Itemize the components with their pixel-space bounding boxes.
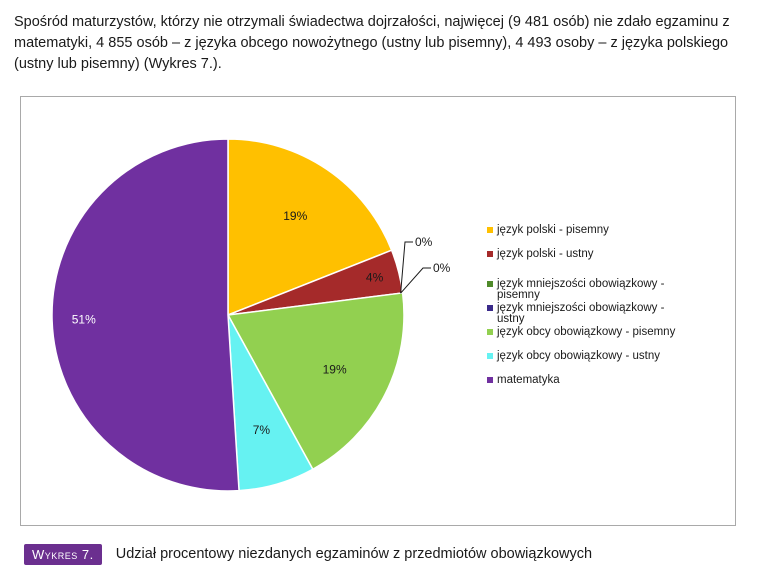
slice-label-jezyk-obcy-obowiazkowy-ustny: 7% [253,423,271,437]
legend-swatch-jezyk-obcy-obowiazkowy-ustny [487,353,493,359]
legend-swatch-jezyk-mniejszosci-obowiazkowy-pisemny [487,281,493,287]
pie-slice-matematyka [51,138,240,492]
leader-line-jezyk-mniejszosci-obowiazkowy-pisemny [400,241,413,294]
legend-swatch-jezyk-mniejszosci-obowiazkowy-ustny [487,305,493,311]
legend-label-jezyk-mniejszosci-obowiazkowy-pisemny: język mniejszości obowiązkowy -pisemny [496,278,665,301]
figure-badge: Wykres 7. [24,543,102,565]
slice-label-jezyk-polski-ustny: 4% [366,270,384,284]
slice-label-jezyk-mniejszosci-obowiazkowy-pisemny: 0% [415,235,433,249]
legend-label-matematyka: matematyka [497,374,560,386]
slice-label-jezyk-mniejszosci-obowiazkowy-ustny: 0% [433,261,451,275]
pie-slices [51,138,405,492]
legend-swatch-jezyk-polski-pisemny [487,227,493,233]
figure-caption: Wykres 7. Udział procentowy niezdanych e… [24,541,592,567]
pie-chart-frame: 19% 4% 19% 7% 51% 0% 0% język polski - pisemny… [20,96,736,526]
slice-label-jezyk-polski-pisemny: 19% [283,209,307,223]
legend-label-jezyk-mniejszosci-obowiazkowy-ustny: język mniejszości obowiązkowy -ustny [496,302,665,325]
slice-label-matematyka: 51% [72,313,96,327]
slice-label-jezyk-obcy-obowiazkowy-pisemny: 19% [323,362,347,376]
legend-label-jezyk-polski-pisemny: język polski - pisemny [496,224,609,236]
legend-swatch-jezyk-polski-ustny [487,251,493,257]
legend-label-jezyk-obcy-obowiazkowy-ustny: język obcy obowiązkowy - ustny [496,350,660,362]
pie-chart: 19% 4% 19% 7% 51% 0%0% język polski - pisemny… [51,138,676,492]
legend-swatch-matematyka [487,377,493,383]
pie-slice-jezyk-polski-pisemny [227,138,393,317]
leader-line-jezyk-mniejszosci-obowiazkowy-ustny [400,267,431,294]
pie-slice-jezyk-obcy-obowiazkowy-pisemny [226,292,405,471]
chart-legend: język polski - pisemny język polski - ust… [487,224,676,386]
intro-paragraph: Spośród maturzystów, którzy nie otrzymal… [14,14,730,72]
legend-label-jezyk-obcy-obowiazkowy-pisemny: język obcy obowiązkowy - pisemny [496,326,676,338]
figure-caption-text: Udział procentowy niezdanych egzaminów z… [115,546,593,562]
legend-label-jezyk-polski-ustny: język polski - ustny [496,248,594,260]
pie-slice-labels: 19% 4% 19% 7% 51% 0%0% [72,209,451,437]
legend-swatch-jezyk-obcy-obowiazkowy-pisemny [487,329,493,335]
